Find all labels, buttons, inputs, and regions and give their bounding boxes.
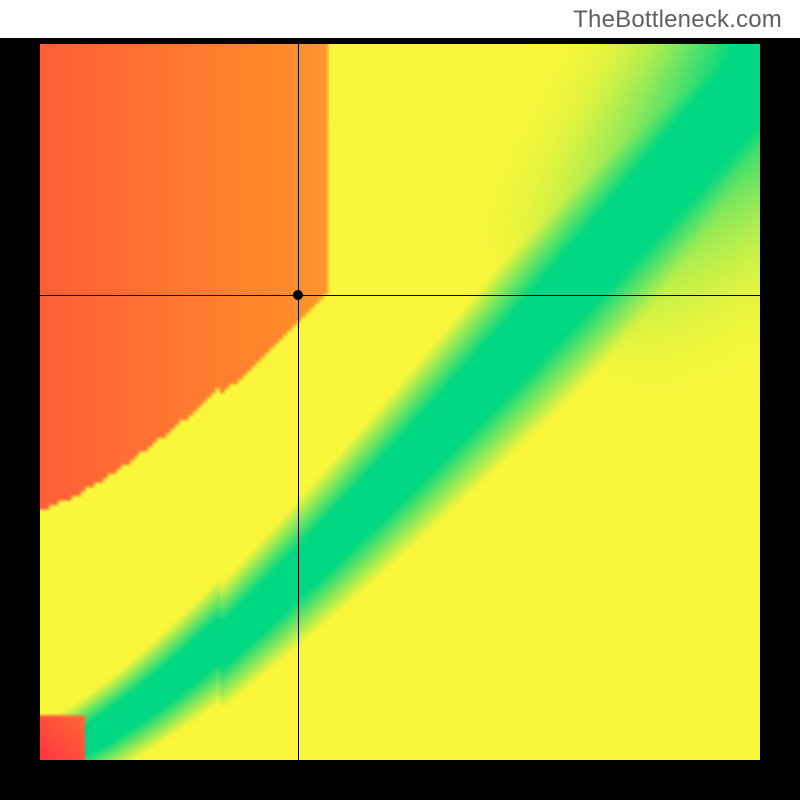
plot-area [40,44,760,760]
crosshair-vertical [298,44,299,760]
crosshair-horizontal [40,295,760,296]
heatmap-canvas [40,44,760,760]
plot-border [0,38,800,800]
marker-point [293,290,303,300]
chart-container: TheBottleneck.com [0,0,800,800]
watermark-text: TheBottleneck.com [573,6,782,34]
